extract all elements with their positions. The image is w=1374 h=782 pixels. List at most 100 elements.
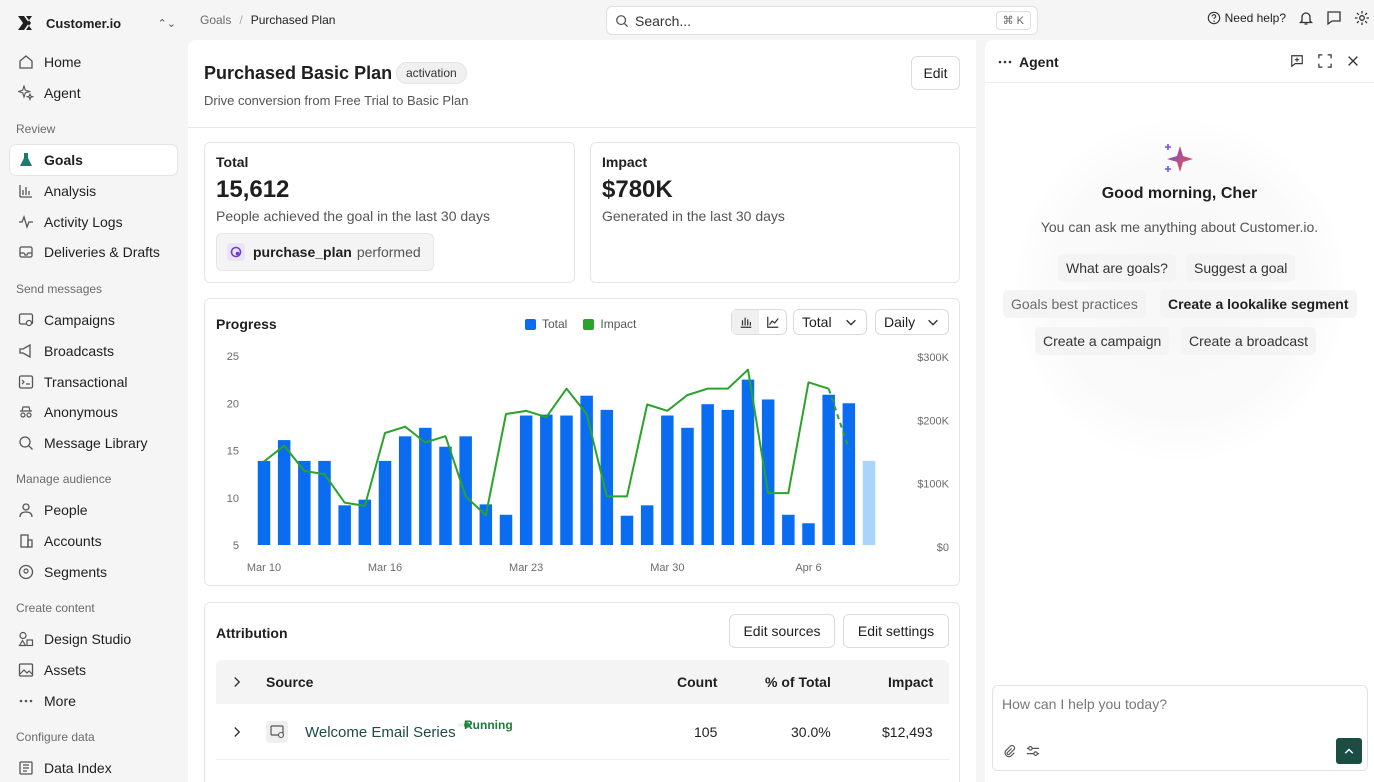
edit-button[interactable]: Edit: [911, 56, 960, 90]
sliders-icon[interactable]: [1026, 744, 1040, 758]
metric-select[interactable]: Total: [793, 309, 867, 335]
nav-transactional[interactable]: Transactional: [10, 367, 177, 397]
gear-icon[interactable]: [1354, 10, 1370, 26]
edit-sources-button[interactable]: Edit sources: [729, 614, 835, 648]
nav-deliveries[interactable]: Deliveries & Drafts: [10, 237, 177, 267]
nav-anonymous[interactable]: Anonymous: [10, 397, 177, 427]
status-dot: [464, 722, 470, 728]
impact-label: Impact: [602, 154, 648, 170]
terminal-icon: [17, 373, 35, 391]
nav-label: Anonymous: [44, 404, 118, 420]
x-tick-label: Mar 30: [650, 562, 684, 574]
expand-icon[interactable]: [1318, 54, 1332, 68]
chart-bar: [277, 440, 291, 545]
progress-chart: 25 20 15 10 5 $300K $200K $100K $0 Mar 10 Mar 16 Ma…: [227, 351, 950, 574]
page-title: Purchased Basic Plan: [204, 63, 393, 83]
edit-settings-button[interactable]: Edit settings: [843, 614, 949, 648]
chart-bar: [378, 460, 392, 545]
chevron-right-icon[interactable]: [231, 726, 243, 738]
section-audience: Manage audience: [16, 472, 112, 486]
chevron-right-icon[interactable]: [231, 676, 243, 688]
nav-people[interactable]: People: [10, 495, 177, 525]
nav-label: Deliveries & Drafts: [44, 244, 160, 260]
suggestion-chip[interactable]: Goals best practices: [1003, 290, 1146, 318]
interval-select[interactable]: Daily: [875, 309, 949, 335]
agent-panel: Agent Good morning, Cher You can ask me …: [985, 40, 1374, 782]
paperclip-icon[interactable]: [1002, 744, 1016, 758]
agent-title: Agent: [1019, 54, 1059, 70]
nav-more[interactable]: More: [10, 686, 177, 716]
search-icon: [616, 14, 629, 27]
composer-tools: [1002, 744, 1040, 758]
event-name: purchase_plan: [253, 244, 352, 260]
breadcrumb-parent[interactable]: Goals: [200, 13, 232, 27]
line-chart-icon: [766, 316, 779, 328]
nav-design-studio[interactable]: Design Studio: [10, 624, 177, 654]
column-source[interactable]: Source: [266, 674, 314, 690]
agent-composer[interactable]: How can I help you today?: [992, 685, 1368, 771]
agent-actions: [1290, 54, 1360, 68]
nav-data-index[interactable]: Data Index: [10, 753, 177, 782]
section-content: Create content: [16, 601, 95, 615]
ellipsis-icon[interactable]: [997, 54, 1013, 70]
column-count[interactable]: Count: [677, 674, 718, 690]
nav-label: Activity Logs: [44, 214, 123, 230]
goal-event-chip[interactable]: purchase_plan performed: [216, 233, 434, 271]
close-icon[interactable]: [1346, 54, 1360, 68]
bar-chart-toggle[interactable]: [732, 310, 759, 334]
nav-home[interactable]: Home: [10, 47, 177, 77]
section-data: Configure data: [16, 730, 95, 744]
goal-header: Purchased Basic Plan activation Drive co…: [188, 40, 976, 128]
source-name[interactable]: Welcome Email Series: [305, 724, 456, 741]
goal-type-badge: activation: [396, 62, 467, 84]
nav-assets[interactable]: Assets: [10, 655, 177, 685]
new-chat-icon[interactable]: [1290, 54, 1304, 68]
column-impact[interactable]: Impact: [888, 674, 934, 690]
send-button[interactable]: [1336, 738, 1362, 764]
suggestion-chip[interactable]: Create a lookalike segment: [1160, 290, 1357, 318]
suggestion-chip[interactable]: What are goals?: [1058, 254, 1176, 282]
progress-card: Progress Total Impact Total Daily 25 20 15…: [204, 298, 960, 586]
breadcrumb-current: Purchased Plan: [250, 13, 336, 27]
sparkle-icon: [17, 84, 35, 102]
table-row[interactable]: Welcome Email Series Running 105 30.0% $…: [216, 704, 949, 760]
nav-segments[interactable]: Segments: [10, 557, 177, 587]
progress-title: Progress: [216, 316, 277, 332]
column-pct[interactable]: % of Total: [765, 674, 831, 690]
attribution-table-header: Source Count % of Total Impact: [216, 660, 949, 704]
chart-bar: [398, 436, 412, 545]
attribution-card: Attribution Edit sources Edit settings S…: [204, 602, 960, 782]
nav-broadcasts[interactable]: Broadcasts: [10, 336, 177, 366]
suggestion-chip[interactable]: Create a campaign: [1035, 327, 1170, 355]
bell-icon[interactable]: [1298, 10, 1314, 26]
nav-agent[interactable]: Agent: [10, 78, 177, 108]
nav-message-library[interactable]: Message Library: [10, 428, 177, 458]
nav-activity-logs[interactable]: Activity Logs: [10, 207, 177, 237]
search-input[interactable]: Search... ⌘ K: [606, 6, 1038, 35]
bar-chart-icon: [740, 317, 751, 328]
chart-bar: [661, 415, 674, 545]
chevron-down-icon: [846, 319, 856, 326]
y2-tick-label: $100K: [917, 479, 949, 491]
line-chart-toggle[interactable]: [759, 310, 786, 334]
nav-label: Accounts: [44, 533, 102, 549]
nav-accounts[interactable]: Accounts: [10, 526, 177, 556]
org-switcher[interactable]: Customer.io ⌃⌄: [16, 12, 176, 34]
nav-campaigns[interactable]: Campaigns: [10, 305, 177, 335]
section-review: Review: [16, 122, 56, 136]
chart-bar: [862, 460, 876, 545]
help-button[interactable]: Need help?: [1207, 11, 1286, 25]
total-description: People achieved the goal in the last 30 …: [216, 208, 490, 224]
bar-chart-icon: [17, 182, 35, 200]
agent-input[interactable]: How can I help you today?: [1002, 696, 1167, 712]
chart-bar: [761, 399, 775, 545]
nav-analysis[interactable]: Analysis: [10, 176, 177, 206]
suggestion-chip[interactable]: Suggest a goal: [1186, 254, 1296, 282]
chart-bar: [298, 460, 311, 545]
chat-icon[interactable]: [1326, 10, 1342, 26]
nav-goals[interactable]: Goals: [10, 145, 177, 175]
suggestion-chip[interactable]: Create a broadcast: [1181, 327, 1317, 355]
chart-bar: [459, 436, 472, 545]
nav-label: Design Studio: [44, 631, 132, 647]
goal-description: Drive conversion from Free Trial to Basi…: [204, 93, 469, 108]
